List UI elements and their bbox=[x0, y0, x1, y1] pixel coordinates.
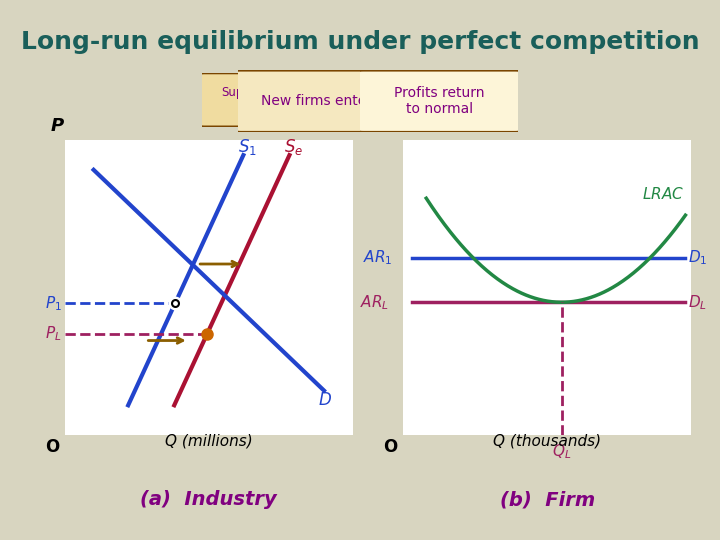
Text: $S_e$: $S_e$ bbox=[284, 137, 303, 157]
Text: £: £ bbox=[389, 117, 401, 134]
Text: (b)  Firm: (b) Firm bbox=[500, 490, 595, 509]
Text: Profits return
to normal: Profits return to normal bbox=[394, 86, 485, 116]
FancyBboxPatch shape bbox=[355, 70, 523, 132]
Text: $P_1$: $P_1$ bbox=[45, 294, 61, 313]
Text: (a)  Industry: (a) Industry bbox=[140, 490, 277, 509]
Text: $D_1$: $D_1$ bbox=[688, 249, 708, 267]
Text: $LRAC$: $LRAC$ bbox=[642, 186, 684, 202]
FancyBboxPatch shape bbox=[233, 70, 401, 132]
Text: Supernormal
profits: Supernormal profits bbox=[221, 86, 297, 114]
Text: $D$: $D$ bbox=[318, 392, 332, 409]
Text: P: P bbox=[50, 117, 63, 134]
Text: O: O bbox=[383, 438, 397, 456]
Text: Q (thousands): Q (thousands) bbox=[493, 434, 601, 449]
Text: $D_L$: $D_L$ bbox=[688, 293, 707, 312]
Text: Long-run equilibrium under perfect competition: Long-run equilibrium under perfect compe… bbox=[21, 30, 699, 53]
Text: $P_L$: $P_L$ bbox=[45, 325, 61, 343]
Text: Q (millions): Q (millions) bbox=[165, 434, 253, 449]
Text: $AR_1$: $AR_1$ bbox=[363, 249, 392, 267]
FancyBboxPatch shape bbox=[198, 73, 320, 127]
Text: $Q_L$: $Q_L$ bbox=[552, 443, 571, 462]
Text: $AR_L$: $AR_L$ bbox=[360, 293, 389, 312]
Text: O: O bbox=[45, 438, 59, 456]
Text: New firms enter: New firms enter bbox=[261, 94, 372, 108]
Text: $S_1$: $S_1$ bbox=[238, 137, 256, 157]
